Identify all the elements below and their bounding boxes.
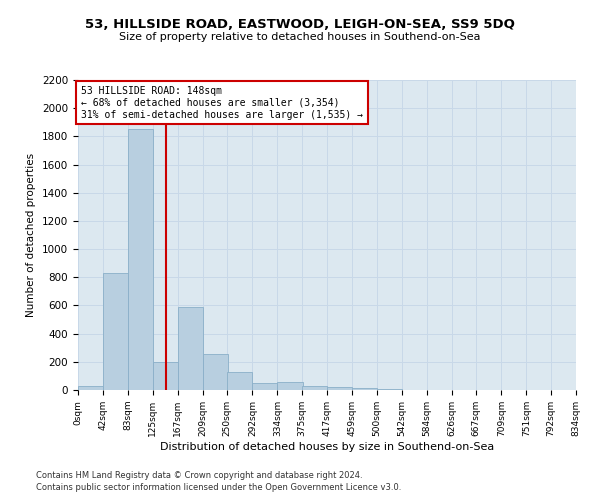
Bar [128, 130, 152, 390]
Bar [352, 388, 377, 390]
Bar [103, 273, 128, 390]
Text: Size of property relative to detached houses in Southend-on-Sea: Size of property relative to detached ho… [119, 32, 481, 42]
Text: Contains HM Land Registry data © Crown copyright and database right 2024.: Contains HM Land Registry data © Crown c… [36, 471, 362, 480]
Bar [327, 387, 352, 390]
Bar [277, 382, 302, 390]
X-axis label: Distribution of detached houses by size in Southend-on-Sea: Distribution of detached houses by size … [160, 442, 494, 452]
Bar [302, 386, 327, 390]
Bar [253, 383, 277, 390]
Bar [178, 307, 203, 390]
Text: 53, HILLSIDE ROAD, EASTWOOD, LEIGH-ON-SEA, SS9 5DQ: 53, HILLSIDE ROAD, EASTWOOD, LEIGH-ON-SE… [85, 18, 515, 30]
Bar [152, 362, 178, 390]
Text: 53 HILLSIDE ROAD: 148sqm
← 68% of detached houses are smaller (3,354)
31% of sem: 53 HILLSIDE ROAD: 148sqm ← 68% of detach… [81, 86, 363, 120]
Bar [227, 372, 253, 390]
Bar [203, 354, 228, 390]
Bar [78, 386, 103, 390]
Y-axis label: Number of detached properties: Number of detached properties [26, 153, 37, 317]
Text: Contains public sector information licensed under the Open Government Licence v3: Contains public sector information licen… [36, 484, 401, 492]
